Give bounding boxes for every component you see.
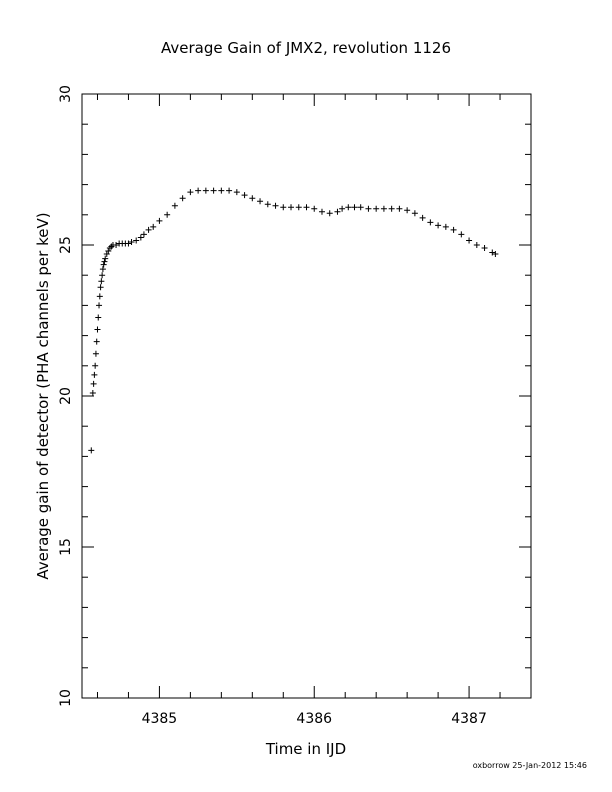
data-point xyxy=(365,205,372,212)
axis-ticks xyxy=(82,93,532,699)
y-axis-label: Average gain of detector (PHA channels p… xyxy=(34,212,52,579)
data-point xyxy=(195,187,202,194)
y-tick-label: 10 xyxy=(58,689,74,707)
axis-tick-labels: 4385 4386 4387 10 15 20 25 30 xyxy=(58,85,487,727)
data-point xyxy=(295,204,302,211)
data-point xyxy=(257,198,264,205)
data-point xyxy=(318,208,325,215)
data-point xyxy=(481,245,488,252)
data-point xyxy=(404,207,411,214)
data-point xyxy=(99,266,106,273)
data-point xyxy=(351,204,358,211)
data-point xyxy=(380,205,387,212)
data-point xyxy=(435,222,442,229)
data-point xyxy=(171,202,178,209)
data-point xyxy=(288,204,295,211)
data-point xyxy=(137,234,144,241)
data-point xyxy=(226,187,233,194)
data-point xyxy=(334,208,341,215)
data-point xyxy=(179,195,186,202)
y-tick-label: 25 xyxy=(58,236,74,254)
data-point xyxy=(150,223,157,230)
data-point xyxy=(466,237,473,244)
data-point xyxy=(164,211,171,218)
data-point xyxy=(128,238,135,245)
data-point xyxy=(489,249,496,256)
data-points xyxy=(88,187,499,454)
x-tick-label: 4386 xyxy=(296,711,332,727)
data-point xyxy=(92,362,99,369)
data-point xyxy=(92,350,99,357)
y-tick-label: 20 xyxy=(58,387,74,405)
data-point xyxy=(93,338,100,345)
data-point xyxy=(357,204,364,211)
data-point xyxy=(303,204,310,211)
data-point xyxy=(339,205,346,212)
x-axis-label: Time in IJD xyxy=(265,740,346,758)
data-point xyxy=(97,284,104,291)
data-point xyxy=(156,217,163,224)
data-point xyxy=(88,447,95,454)
data-point xyxy=(101,258,108,265)
data-point xyxy=(473,242,480,248)
data-point xyxy=(419,214,426,221)
data-point xyxy=(233,189,240,196)
x-tick-label: 4387 xyxy=(451,711,487,727)
data-point xyxy=(145,226,152,233)
data-point xyxy=(241,192,248,199)
data-point xyxy=(91,371,98,378)
y-tick-label: 30 xyxy=(58,85,74,103)
data-point xyxy=(133,237,140,244)
data-point xyxy=(345,204,352,211)
y-tick-label: 15 xyxy=(58,538,74,556)
data-point xyxy=(458,231,465,238)
data-point xyxy=(218,187,225,194)
data-point xyxy=(311,205,318,212)
x-tick-label: 4385 xyxy=(142,711,178,727)
data-point xyxy=(442,223,449,230)
data-point xyxy=(264,201,271,208)
data-point xyxy=(125,240,132,247)
data-point xyxy=(108,243,115,250)
data-point xyxy=(103,251,110,258)
data-point xyxy=(94,326,101,333)
data-point xyxy=(90,380,97,387)
data-point xyxy=(373,205,380,212)
data-point xyxy=(140,231,147,238)
data-point xyxy=(427,219,434,226)
data-point xyxy=(98,278,105,285)
data-point xyxy=(113,242,120,248)
data-point xyxy=(89,389,96,396)
data-point xyxy=(249,195,256,202)
data-point xyxy=(272,202,279,209)
data-point xyxy=(100,261,107,268)
data-point xyxy=(450,226,457,233)
data-point xyxy=(388,205,395,212)
data-point xyxy=(96,293,103,300)
data-point xyxy=(396,205,403,212)
data-point xyxy=(280,204,287,211)
data-point xyxy=(326,210,333,217)
data-point xyxy=(96,302,103,309)
footer-stamp: oxborrow 25-Jan-2012 15:46 xyxy=(473,761,587,770)
data-point xyxy=(106,245,113,252)
data-point xyxy=(187,189,194,196)
data-point xyxy=(99,272,106,279)
data-point xyxy=(95,314,102,321)
data-point xyxy=(411,210,418,217)
data-point xyxy=(202,187,209,194)
data-point xyxy=(492,251,499,258)
chart-title: Average Gain of JMX2, revolution 1126 xyxy=(161,39,451,57)
plot-frame xyxy=(81,93,532,699)
data-point xyxy=(105,248,112,255)
data-point xyxy=(102,255,109,262)
data-point xyxy=(210,187,217,194)
